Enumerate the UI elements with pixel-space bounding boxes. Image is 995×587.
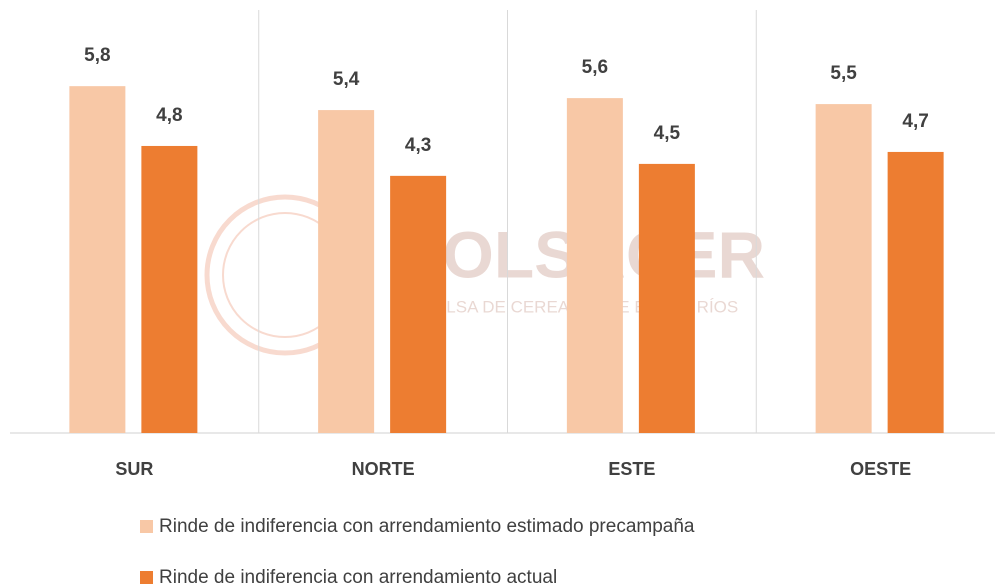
value-label: 4,8 (156, 105, 182, 126)
bar (69, 86, 126, 433)
bar (318, 110, 375, 433)
x-tick-label: OESTE (850, 459, 911, 479)
value-label: 4,3 (405, 135, 431, 156)
value-label: 5,4 (333, 69, 360, 90)
value-label: 4,7 (902, 111, 928, 132)
bar (815, 104, 872, 433)
legend-swatch (140, 571, 153, 584)
bar (887, 151, 944, 433)
value-label: 5,5 (830, 63, 857, 84)
bar (390, 175, 447, 434)
x-tick-label: NORTE (352, 459, 415, 479)
x-tick-label: SUR (115, 459, 153, 479)
bar (638, 163, 695, 433)
legend-swatch (140, 520, 153, 533)
x-tick-label: ESTE (608, 459, 655, 479)
value-label: 4,5 (654, 123, 681, 144)
bar (141, 145, 198, 433)
legend-label: Rinde de indiferencia con arrendamiento … (159, 516, 695, 537)
value-label: 5,6 (582, 57, 608, 78)
legend-label: Rinde de indiferencia con arrendamiento … (159, 567, 557, 587)
value-label: 5,8 (84, 45, 110, 66)
bar (566, 98, 623, 434)
